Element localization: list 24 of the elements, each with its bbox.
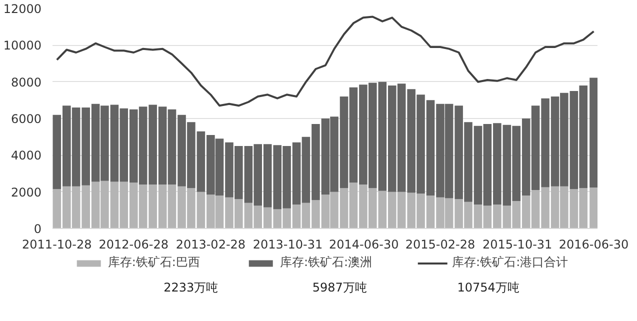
x-tick-label: 2011-10-28 — [22, 238, 92, 252]
x-tick-label: 2013-10-31 — [252, 238, 323, 252]
y-tick-label: 0 — [34, 222, 42, 236]
legend-label: 库存:铁矿石:巴西 — [108, 254, 200, 271]
text: 10754万吨 — [457, 280, 520, 294]
bar — [590, 78, 598, 188]
legend-label: 库存:铁矿石:港口合计 — [452, 254, 568, 271]
x-tick-label: 2013-02-28 — [176, 238, 246, 252]
text: 2233万吨 — [164, 280, 218, 294]
y-tick-label: 8000 — [10, 75, 42, 90]
y-tick-label: 6000 — [10, 112, 42, 126]
y-tick-label: 10000 — [3, 38, 42, 53]
x-tick-label: 2014-06-30 — [328, 238, 399, 252]
y-tick-label: 12000 — [3, 2, 42, 16]
y-tick-label: 2000 — [10, 185, 42, 200]
x-tick-label: 2015-10-31 — [482, 238, 552, 252]
line-series — [56, 16, 595, 107]
text: 5987万吨 — [312, 280, 367, 294]
x-tick-label: 2016-06-30 — [558, 238, 629, 252]
y-tick-label: 4000 — [10, 148, 42, 163]
x-tick-label: 2015-02-28 — [405, 238, 476, 252]
x-tick-label: 2012-06-28 — [98, 238, 169, 252]
bar — [590, 188, 598, 228]
legend-label: 库存:铁矿石:澳洲 — [280, 254, 372, 271]
